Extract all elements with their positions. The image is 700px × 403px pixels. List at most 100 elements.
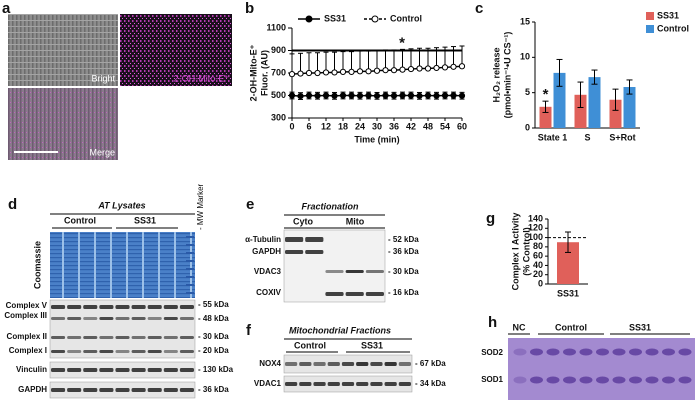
x-tick-label: 0 [289, 121, 294, 131]
gel-band [186, 244, 194, 246]
point [331, 92, 338, 99]
band [384, 382, 397, 386]
y-axis-label: (% Control) [521, 227, 531, 276]
gel-label: Coomassie [32, 241, 42, 289]
point [382, 67, 389, 74]
band [179, 388, 194, 392]
point [390, 67, 398, 74]
gel-band [662, 376, 675, 384]
gel-band [678, 376, 692, 384]
band [83, 336, 98, 339]
band [67, 336, 82, 339]
group-label: Control [555, 322, 587, 332]
size-label: - 67 kDa [415, 359, 446, 368]
size-label: - 36 kDa [388, 247, 419, 256]
gel-band [530, 376, 543, 384]
point [416, 65, 423, 72]
band [370, 382, 383, 386]
point [433, 92, 440, 99]
group-label: NC [513, 322, 526, 332]
point [322, 92, 330, 99]
band [179, 305, 194, 309]
legend-label: Control [390, 13, 422, 23]
band [147, 388, 162, 392]
band [313, 382, 326, 386]
gel-band [513, 376, 527, 384]
band [325, 270, 344, 273]
y-tick-label: 60 [533, 251, 543, 261]
point [297, 70, 304, 77]
band [147, 336, 162, 339]
x-tick-label: State 1 [538, 132, 568, 142]
band [147, 350, 162, 353]
image-label: Merge [89, 147, 115, 157]
protein-label: GAPDH [18, 385, 47, 394]
band [67, 368, 82, 372]
band [51, 336, 66, 339]
protein-label: Complex V [6, 301, 48, 310]
band [83, 350, 98, 353]
y-tick-label: 80 [533, 241, 543, 251]
band [327, 362, 340, 366]
band [115, 388, 130, 392]
gel-band [612, 376, 626, 384]
band [325, 292, 344, 296]
y-tick-label: 500 [271, 90, 286, 100]
size-label: - 55 kDa [198, 300, 229, 309]
y-tick-label: 300 [271, 112, 286, 122]
band [285, 382, 298, 386]
legend-swatch [646, 25, 654, 33]
y-tick-label: 100 [528, 232, 543, 242]
gel-band [186, 236, 194, 238]
size-label: - 130 kDa [198, 365, 234, 374]
gel-band [678, 348, 692, 356]
point [373, 92, 381, 99]
band [99, 336, 114, 339]
annotation: * [543, 86, 549, 103]
point [365, 68, 372, 75]
band [384, 362, 397, 366]
gel-band [186, 276, 194, 278]
band [285, 237, 304, 242]
band [115, 305, 130, 309]
y-tick-label: 700 [271, 67, 286, 77]
y-tick-label: 0 [525, 122, 530, 132]
bright-image [8, 14, 118, 86]
group-label: SS31 [629, 322, 651, 332]
band [163, 336, 178, 339]
band [345, 270, 364, 273]
band [115, 350, 130, 353]
point [305, 69, 313, 77]
band [179, 368, 194, 372]
x-tick-label: 12 [321, 121, 331, 131]
band [313, 362, 326, 366]
y-axis-label: 2-OH-Mito-E⁺ [248, 44, 258, 101]
point [356, 68, 364, 75]
band [131, 350, 146, 353]
x-tick-label: 42 [406, 121, 416, 131]
band [51, 350, 66, 353]
protein-label: NOX4 [259, 359, 281, 368]
band [356, 362, 369, 366]
point [373, 67, 381, 74]
band [179, 317, 194, 320]
band [83, 317, 98, 320]
x-tick-label: 48 [423, 121, 433, 131]
y-axis-label: (pmol•min⁻¹•U CS⁻¹) [502, 32, 512, 119]
band [147, 305, 162, 309]
band [131, 368, 146, 372]
legend-label: Control [657, 23, 689, 33]
gel-band [530, 348, 543, 356]
x-axis-label: Time (min) [354, 134, 399, 144]
gel-band [186, 284, 194, 286]
gel-band [645, 348, 659, 356]
x-tick-label: 36 [389, 121, 399, 131]
bar [588, 77, 601, 128]
gel-band [186, 260, 194, 262]
group-label: SS31 [361, 340, 383, 350]
legend-marker [371, 15, 379, 23]
point [305, 92, 313, 99]
y-tick-label: 10 [520, 52, 530, 62]
gel-band [186, 292, 194, 294]
